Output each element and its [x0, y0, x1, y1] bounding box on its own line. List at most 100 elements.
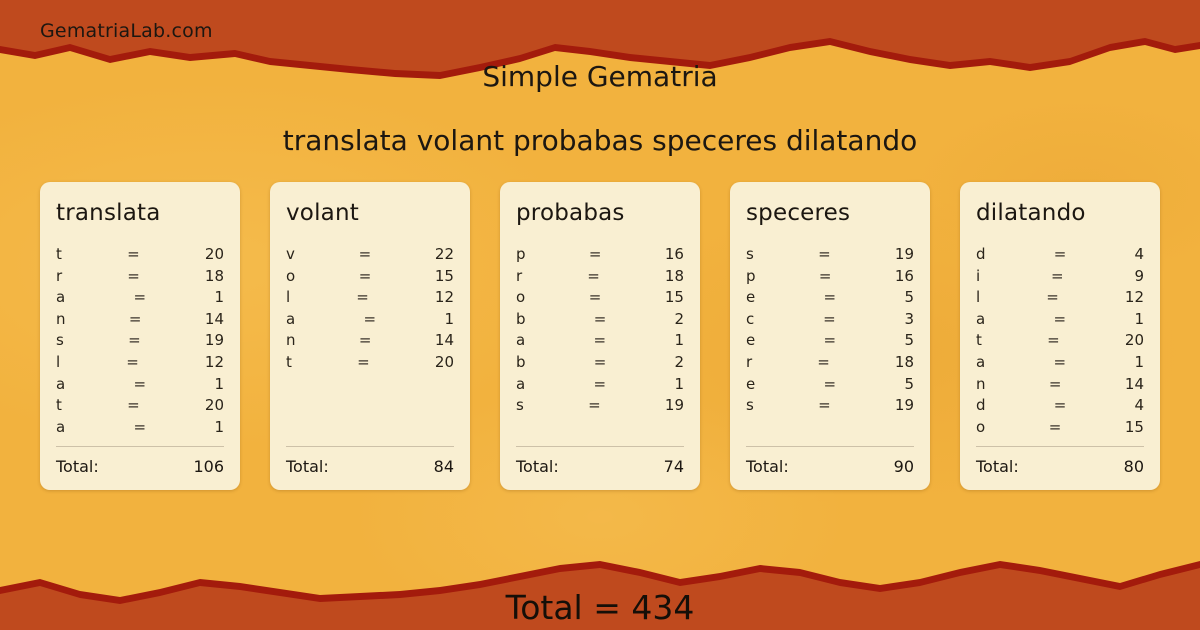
letter-value: 19 [204, 331, 224, 350]
letter-row: a = 1 [516, 330, 684, 352]
equals-sign: = [127, 266, 140, 285]
equals-sign: = [593, 309, 607, 328]
equals-sign: = [128, 331, 141, 350]
letter-char: e [746, 374, 756, 393]
letter-char: t [286, 352, 292, 371]
letter-row: a = 1 [516, 374, 684, 396]
letter-value: 12 [1124, 288, 1144, 307]
letter-row: i = 9 [976, 266, 1144, 288]
total-row: Total: 84 [286, 446, 454, 476]
letter-char: c [746, 309, 755, 328]
letter-char: s [516, 396, 524, 415]
equals-sign: = [588, 288, 602, 307]
equals-sign: = [823, 288, 837, 307]
word-title: volant [286, 200, 359, 226]
equals-sign: = [1053, 245, 1067, 263]
equals-sign: = [823, 309, 836, 328]
letter-char: n [56, 309, 66, 328]
letter-value: 15 [664, 288, 684, 307]
letter-row: t = 20 [56, 395, 224, 417]
brand-link[interactable]: GematriaLab.com [40, 20, 213, 42]
equals-sign: = [587, 266, 600, 285]
letter-char: r [746, 352, 753, 371]
letter-value: 1 [214, 374, 224, 393]
letter-row: e = 5 [746, 287, 914, 309]
equals-sign: = [823, 331, 837, 350]
letter-row: a = 1 [286, 309, 454, 331]
letter-row: n = 14 [976, 374, 1144, 396]
letter-char: r [56, 266, 63, 285]
letter-row: s = 19 [516, 395, 684, 417]
letter-char: s [746, 245, 754, 263]
equals-sign: = [1048, 374, 1062, 393]
letter-row: a = 1 [976, 352, 1144, 374]
letter-row: a = 1 [56, 417, 224, 439]
equals-sign: = [133, 374, 147, 393]
total-row: Total: 106 [56, 446, 224, 476]
letter-char: p [746, 266, 756, 285]
equals-sign: = [588, 245, 602, 263]
letter-char: d [976, 245, 986, 263]
letter-value: 14 [434, 331, 454, 350]
letter-char: a [976, 352, 986, 371]
letter-value: 3 [904, 309, 914, 328]
total-label: Total: [976, 457, 1019, 476]
letter-value: 4 [1134, 245, 1144, 263]
letter-value: 1 [214, 417, 224, 436]
letter-row: p = 16 [746, 266, 914, 288]
word-title: translata [56, 200, 161, 226]
torn-edge-top-paper [0, 0, 1200, 72]
torn-edge-bottom [0, 561, 1200, 630]
equals-sign: = [818, 266, 832, 285]
equals-sign: = [1053, 309, 1067, 328]
letter-char: a [56, 374, 66, 393]
letter-value: 19 [894, 396, 914, 415]
letter-value: 14 [204, 309, 224, 328]
total-value: 90 [893, 457, 914, 476]
equals-sign: = [358, 331, 372, 350]
total-row: Total: 90 [746, 446, 914, 476]
letter-row: b = 2 [516, 352, 684, 374]
letter-value: 18 [204, 266, 224, 285]
total-value: 80 [1123, 457, 1144, 476]
letter-char: t [56, 245, 62, 263]
equals-sign: = [127, 245, 140, 263]
letter-row: o = 15 [976, 417, 1144, 439]
equals-sign: = [126, 352, 139, 371]
word-title: dilatando [976, 200, 1086, 226]
equals-sign: = [128, 309, 142, 328]
letter-row: s = 19 [56, 330, 224, 352]
letter-char: a [56, 288, 66, 307]
equals-sign: = [1046, 288, 1059, 307]
letter-row: t = 20 [56, 244, 224, 266]
letter-row: e = 5 [746, 374, 914, 396]
letter-row: s = 19 [746, 395, 914, 417]
letter-char: o [286, 266, 296, 285]
equals-sign: = [817, 352, 830, 371]
equals-sign: = [133, 288, 147, 307]
letter-char: l [56, 352, 61, 371]
letter-row: o = 15 [286, 266, 454, 288]
letter-char: o [976, 417, 986, 436]
letter-row: p = 16 [516, 244, 684, 266]
letter-value: 1 [1134, 352, 1144, 371]
equals-sign: = [127, 396, 140, 415]
letter-char: n [286, 331, 296, 350]
letter-value: 20 [204, 245, 224, 263]
word-card: speceres s = 19 p = 16 e = 5 c = 3 e = 5… [730, 182, 930, 490]
letter-value: 5 [904, 374, 914, 393]
letter-value: 12 [434, 288, 454, 307]
equals-sign: = [1053, 396, 1067, 415]
letter-char: i [976, 266, 981, 285]
letter-row: r = 18 [516, 266, 684, 288]
equals-sign: = [823, 374, 837, 393]
letter-value: 1 [674, 374, 684, 393]
letter-char: e [746, 331, 756, 350]
letter-value: 1 [674, 331, 684, 350]
equals-sign: = [1047, 331, 1060, 350]
letter-row: a = 1 [56, 287, 224, 309]
letter-rows: s = 19 p = 16 e = 5 c = 3 e = 5 r = 18 e… [746, 244, 914, 417]
letter-value: 19 [894, 245, 914, 263]
letter-char: a [286, 309, 296, 328]
letter-value: 20 [204, 396, 224, 415]
